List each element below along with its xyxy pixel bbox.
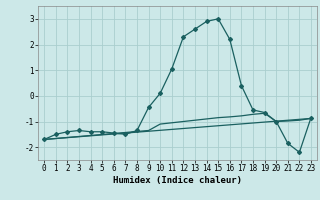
- X-axis label: Humidex (Indice chaleur): Humidex (Indice chaleur): [113, 176, 242, 185]
